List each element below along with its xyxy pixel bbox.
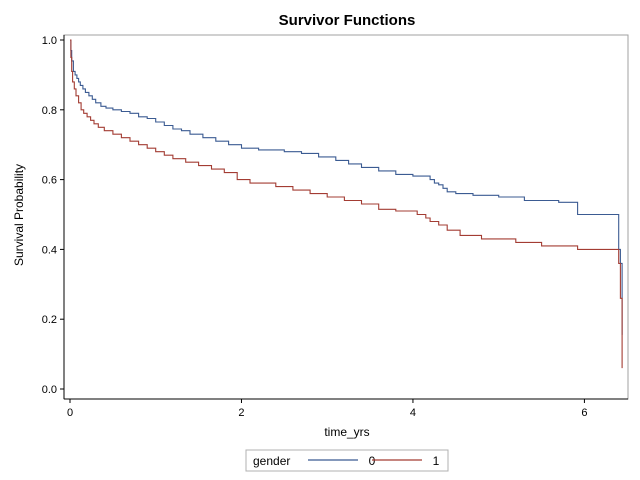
legend-label-1: 1	[433, 454, 440, 468]
x-axis-title: time_yrs	[324, 425, 369, 439]
y-ticks: 0.0 0.2 0.4 0.6 0.8 1.0	[42, 35, 64, 396]
y-tick-label: 0.8	[42, 105, 57, 117]
legend-title: gender	[253, 454, 290, 468]
chart-title: Survivor Functions	[279, 12, 416, 29]
x-tick-label: 0	[67, 407, 73, 419]
x-tick-label: 6	[581, 407, 587, 419]
y-tick-label: 0.2	[42, 314, 57, 326]
series-line-0	[70, 39, 623, 335]
y-tick-label: 0.6	[42, 175, 57, 187]
x-ticks: 0 2 4 6	[67, 399, 587, 419]
x-tick-label: 4	[410, 407, 416, 419]
plot-frame	[63, 34, 629, 400]
legend-label-0: 0	[369, 454, 376, 468]
legend: gender 0 1	[245, 449, 449, 472]
y-tick-label: 0.0	[42, 384, 57, 396]
series-layer	[70, 39, 623, 369]
x-tick-label: 2	[238, 407, 244, 419]
y-axis-title: Survival Probability	[12, 164, 26, 266]
series-line-1	[70, 39, 623, 369]
y-tick-label: 0.4	[42, 244, 57, 256]
y-tick-label: 1.0	[42, 35, 57, 47]
